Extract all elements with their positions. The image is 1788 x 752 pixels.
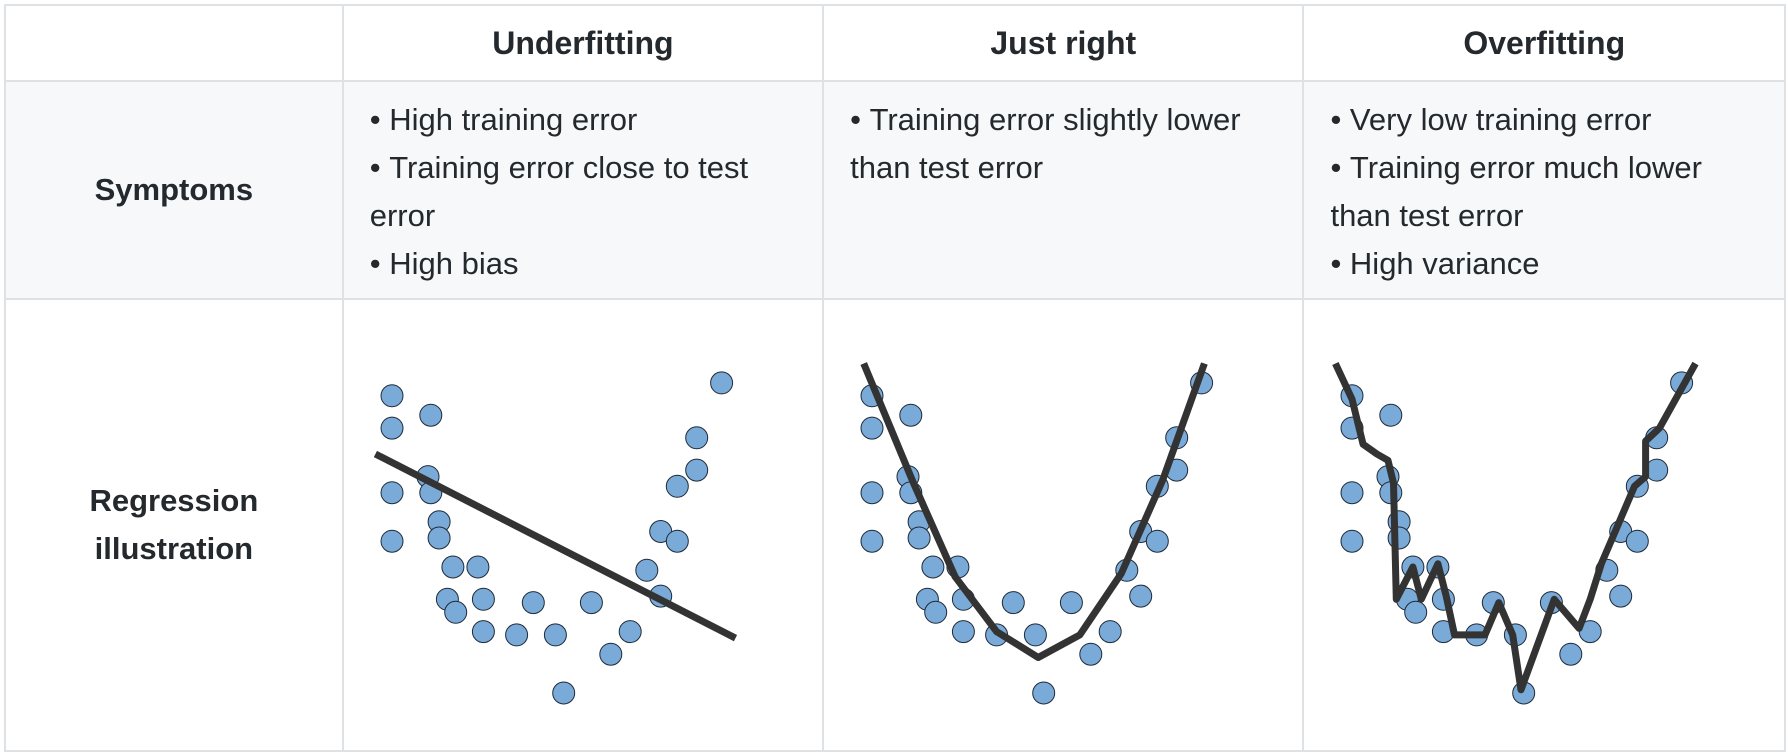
header-just-right: Just right [822, 4, 1305, 82]
underfitting-data-point [599, 642, 623, 666]
regression-overfitting-cell [1302, 298, 1786, 752]
just-right-data-point [1145, 529, 1169, 553]
overfitting-fit-line [1332, 361, 1700, 694]
regression-just-right-cell [822, 298, 1305, 752]
just-right-data-point [860, 416, 884, 440]
regression-underfitting-cell [341, 298, 825, 752]
overfitting-data-point [1340, 481, 1364, 505]
just-right-data-point [860, 529, 884, 553]
comparison-table: Underfitting Just right Overfitting Symp… [4, 4, 1786, 752]
underfitting-data-point [427, 526, 451, 550]
underfitting-data-point [380, 416, 404, 440]
symptoms-list: High training error Training error close… [344, 82, 822, 288]
just-right-data-point [1098, 620, 1122, 644]
just-right-data-point [1001, 591, 1025, 615]
just-right-data-point [907, 526, 931, 550]
symptoms-list: Training error slightly lower than test … [824, 82, 1302, 192]
overfitting-data-point [1404, 600, 1428, 624]
underfitting-data-point [521, 591, 545, 615]
regression-row: Regression illustration [4, 298, 1786, 752]
just-right-plot [860, 362, 1214, 705]
underfitting-plot [373, 371, 737, 705]
underfitting-data-point [684, 426, 708, 450]
underfitting-data-point [380, 481, 404, 505]
underfitting-data-point [419, 403, 443, 427]
underfitting-data-point [709, 371, 733, 395]
overfitting-data-point [1609, 584, 1633, 608]
header-row: Underfitting Just right Overfitting [4, 4, 1786, 82]
underfitting-data-point [684, 458, 708, 482]
overfitting-data-point [1379, 403, 1403, 427]
underfitting-data-point [504, 623, 528, 647]
symptoms-row: Symptoms High training error Training er… [4, 80, 1786, 300]
symptoms-overfitting-cell: Very low training error Training error m… [1302, 80, 1786, 300]
underfitting-data-point [441, 555, 465, 579]
underfitting-data-point [635, 558, 659, 582]
just-right-data-point [1129, 584, 1153, 608]
just-right-data-point [899, 403, 923, 427]
underfitting-data-point [443, 600, 467, 624]
just-right-data-point [1023, 623, 1047, 647]
symptom-item: High bias [370, 240, 798, 288]
overfitting-data-point [1626, 529, 1650, 553]
underfitting-data-point [665, 474, 689, 498]
underfitting-data-point [380, 529, 404, 553]
just-right-data-point [951, 620, 975, 644]
symptom-item: Training error close to test error [370, 144, 798, 240]
overfitting-plot [1332, 361, 1700, 705]
overfitting-data-point [1340, 529, 1364, 553]
overfitting-data-point [1559, 642, 1583, 666]
just-right-data-point [924, 600, 948, 624]
underfitting-data-point [551, 681, 575, 705]
underfitting-data-point [471, 620, 495, 644]
just-right-data-point [921, 555, 945, 579]
underfitting-data-point [543, 623, 567, 647]
symptom-item: Training error much lower than test erro… [1330, 144, 1760, 240]
header-cell-empty [4, 4, 344, 82]
underfitting-data-point [618, 620, 642, 644]
just-right-data-point [1032, 681, 1056, 705]
symptoms-label: Symptoms [4, 80, 344, 300]
symptom-item: Very low training error [1330, 96, 1760, 144]
underfitting-fit-line [373, 450, 737, 642]
just-right-data-point [1059, 591, 1083, 615]
symptom-item: High variance [1330, 240, 1760, 288]
header-underfitting: Underfitting [341, 4, 825, 82]
symptoms-underfitting-cell: High training error Training error close… [341, 80, 825, 300]
symptom-item: Training error slightly lower than test … [850, 96, 1278, 192]
underfitting-data-point [471, 587, 495, 611]
symptoms-just-right-cell: Training error slightly lower than test … [822, 80, 1305, 300]
just-right-fit-line [860, 362, 1208, 661]
just-right-data-point [1079, 642, 1103, 666]
underfitting-data-point [466, 555, 490, 579]
symptom-item: High training error [370, 96, 798, 144]
symptoms-list: Very low training error Training error m… [1304, 82, 1784, 288]
regression-label: Regression illustration [4, 298, 344, 752]
just-right-data-point [860, 481, 884, 505]
header-overfitting: Overfitting [1302, 4, 1786, 82]
underfitting-data-point [380, 384, 404, 408]
underfitting-data-point [665, 529, 689, 553]
underfitting-data-point [579, 591, 603, 615]
